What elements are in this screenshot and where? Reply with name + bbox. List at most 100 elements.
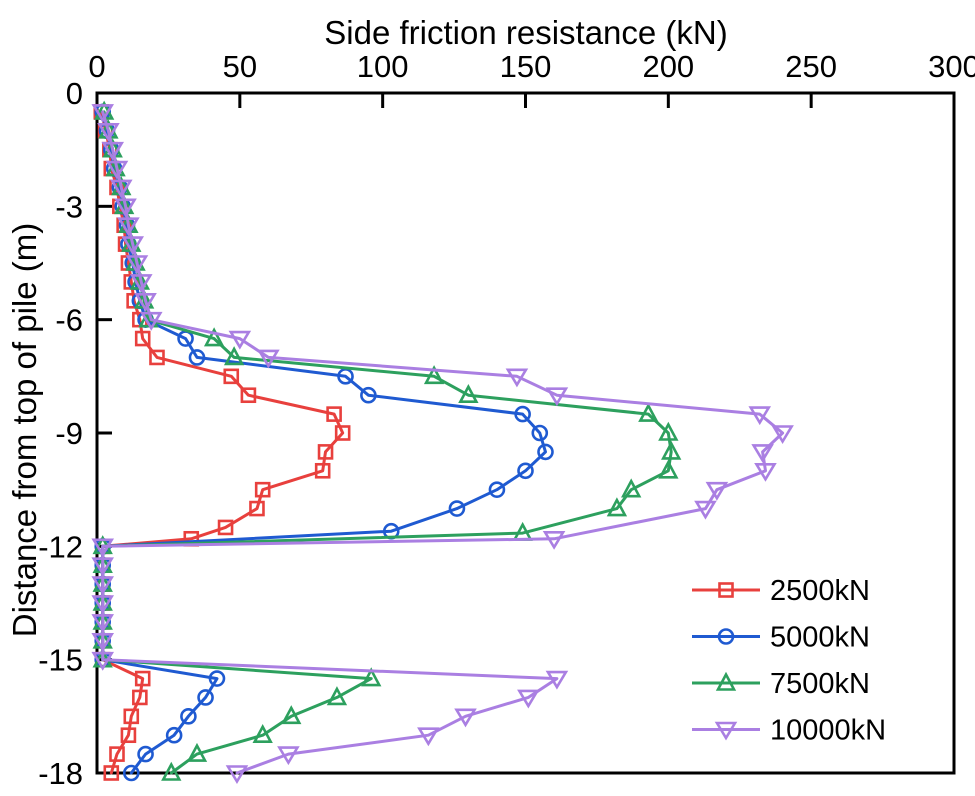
series-marker: [91, 651, 115, 671]
legend-marker: [717, 628, 735, 645]
series-marker: [132, 689, 148, 706]
square-marker-icon: [249, 500, 265, 517]
series-marker: [103, 765, 120, 781]
series-marker: [223, 346, 245, 366]
triangle-down-marker-icon: [754, 462, 777, 482]
legend-marker: [715, 671, 737, 691]
square-marker-icon: [132, 689, 148, 706]
series-marker: [281, 705, 302, 725]
series-marker: [542, 530, 566, 550]
series-marker: [458, 383, 479, 404]
series-marker: [257, 349, 280, 369]
triangle-up-marker-icon: [661, 440, 682, 460]
square-marker-icon: [314, 462, 331, 479]
series-marker: [517, 462, 534, 480]
series-line-10000kN: [101, 110, 785, 775]
triangle-down-marker-icon: [114, 198, 137, 218]
triangle-up-marker-icon: [223, 346, 245, 366]
square-marker-icon: [240, 387, 257, 404]
series-marker: [488, 481, 506, 498]
y-axis-tick-label: 0: [66, 76, 83, 111]
legend-item-5000kN: 5000kN: [692, 622, 870, 654]
triangle-down-marker-icon: [694, 500, 717, 520]
triangle-down-marker-icon: [225, 765, 249, 785]
triangle-down-marker-icon: [771, 425, 794, 445]
triangle-up-marker-icon: [638, 402, 659, 422]
series-marker: [105, 160, 129, 180]
series-marker: [129, 274, 153, 293]
triangle-up-marker-icon: [715, 671, 737, 691]
series-marker: [109, 746, 125, 762]
triangle-down-marker-icon: [91, 614, 115, 633]
series-marker: [91, 614, 115, 633]
series-marker: [754, 462, 777, 482]
series-marker: [101, 141, 125, 161]
triangle-up-marker-icon: [252, 723, 273, 744]
series-marker: [517, 689, 540, 709]
triangle-down-marker-icon: [748, 406, 772, 426]
series-10000kN: [91, 104, 794, 785]
triangle-down-marker-icon: [751, 444, 774, 463]
triangle-down-marker-icon: [542, 530, 566, 550]
triangle-down-marker-icon: [109, 179, 133, 199]
series-marker: [252, 723, 273, 744]
square-marker-icon: [134, 670, 151, 687]
x-axis-tick-label: 150: [500, 49, 552, 84]
triangle-up-marker-icon: [606, 497, 628, 517]
triangle-down-marker-icon: [505, 368, 529, 388]
circle-marker-icon: [514, 405, 531, 423]
series-marker: [545, 387, 569, 407]
triangle-up-marker-icon: [186, 742, 208, 762]
series-marker: [545, 670, 569, 690]
triangle-down-marker-icon: [117, 217, 140, 237]
series-marker: [134, 330, 151, 347]
legend-label: 7500kN: [770, 668, 870, 700]
triangle-down-marker-icon: [91, 576, 115, 596]
series-marker: [277, 746, 300, 766]
square-marker-icon: [254, 481, 271, 498]
y-axis-tick-label: -18: [38, 756, 83, 791]
series-marker: [180, 708, 197, 725]
series-marker: [186, 742, 208, 762]
square-marker-icon: [134, 330, 151, 347]
series-7500kN: [92, 100, 682, 781]
triangle-down-marker-icon: [105, 160, 129, 180]
series-marker: [149, 349, 165, 366]
legend-label: 5000kN: [770, 622, 870, 654]
x-axis-tick-label: 250: [785, 49, 837, 84]
circle-marker-icon: [360, 386, 377, 404]
series-5000kN: [94, 103, 554, 782]
triangle-up-marker-icon: [326, 686, 348, 706]
series-marker: [423, 365, 445, 385]
series-marker: [505, 368, 529, 388]
triangle-down-marker-icon: [517, 689, 540, 709]
series-marker: [114, 198, 137, 218]
circle-marker-icon: [517, 462, 534, 480]
x-axis-tick-label: 300: [928, 49, 975, 84]
series-marker: [91, 576, 115, 596]
series-marker: [208, 670, 226, 687]
triangle-down-marker-icon: [417, 727, 440, 747]
legend-item-2500kN: 2500kN: [692, 575, 870, 607]
triangle-down-marker-icon: [545, 670, 569, 690]
series-marker: [326, 406, 342, 422]
circle-marker-icon: [208, 670, 226, 687]
series-marker: [217, 519, 234, 536]
series-marker: [134, 670, 151, 687]
series-marker: [203, 327, 225, 347]
series-marker: [240, 387, 257, 404]
circle-marker-icon: [188, 349, 206, 366]
circle-marker-icon: [448, 500, 466, 517]
series-marker: [694, 500, 717, 520]
square-marker-icon: [120, 727, 137, 744]
series-marker: [748, 406, 772, 426]
square-marker-icon: [718, 582, 734, 598]
series-marker: [658, 459, 679, 479]
triangle-up-marker-icon: [621, 478, 642, 498]
triangle-down-marker-icon: [454, 708, 477, 728]
triangle-down-marker-icon: [134, 292, 157, 312]
square-marker-icon: [149, 349, 165, 366]
series-marker: [91, 632, 115, 652]
triangle-up-marker-icon: [458, 383, 479, 404]
